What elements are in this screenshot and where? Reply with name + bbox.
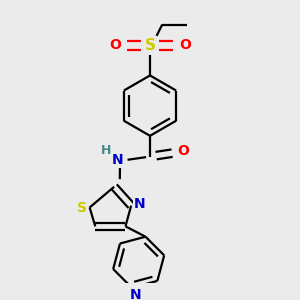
- Text: S: S: [77, 200, 87, 214]
- Text: O: O: [179, 38, 191, 52]
- Text: O: O: [109, 38, 121, 52]
- Text: N: N: [134, 197, 146, 211]
- Text: O: O: [177, 144, 189, 158]
- Text: N: N: [130, 288, 141, 300]
- Text: S: S: [145, 38, 155, 53]
- Text: N: N: [112, 153, 124, 167]
- Text: H: H: [100, 144, 111, 158]
